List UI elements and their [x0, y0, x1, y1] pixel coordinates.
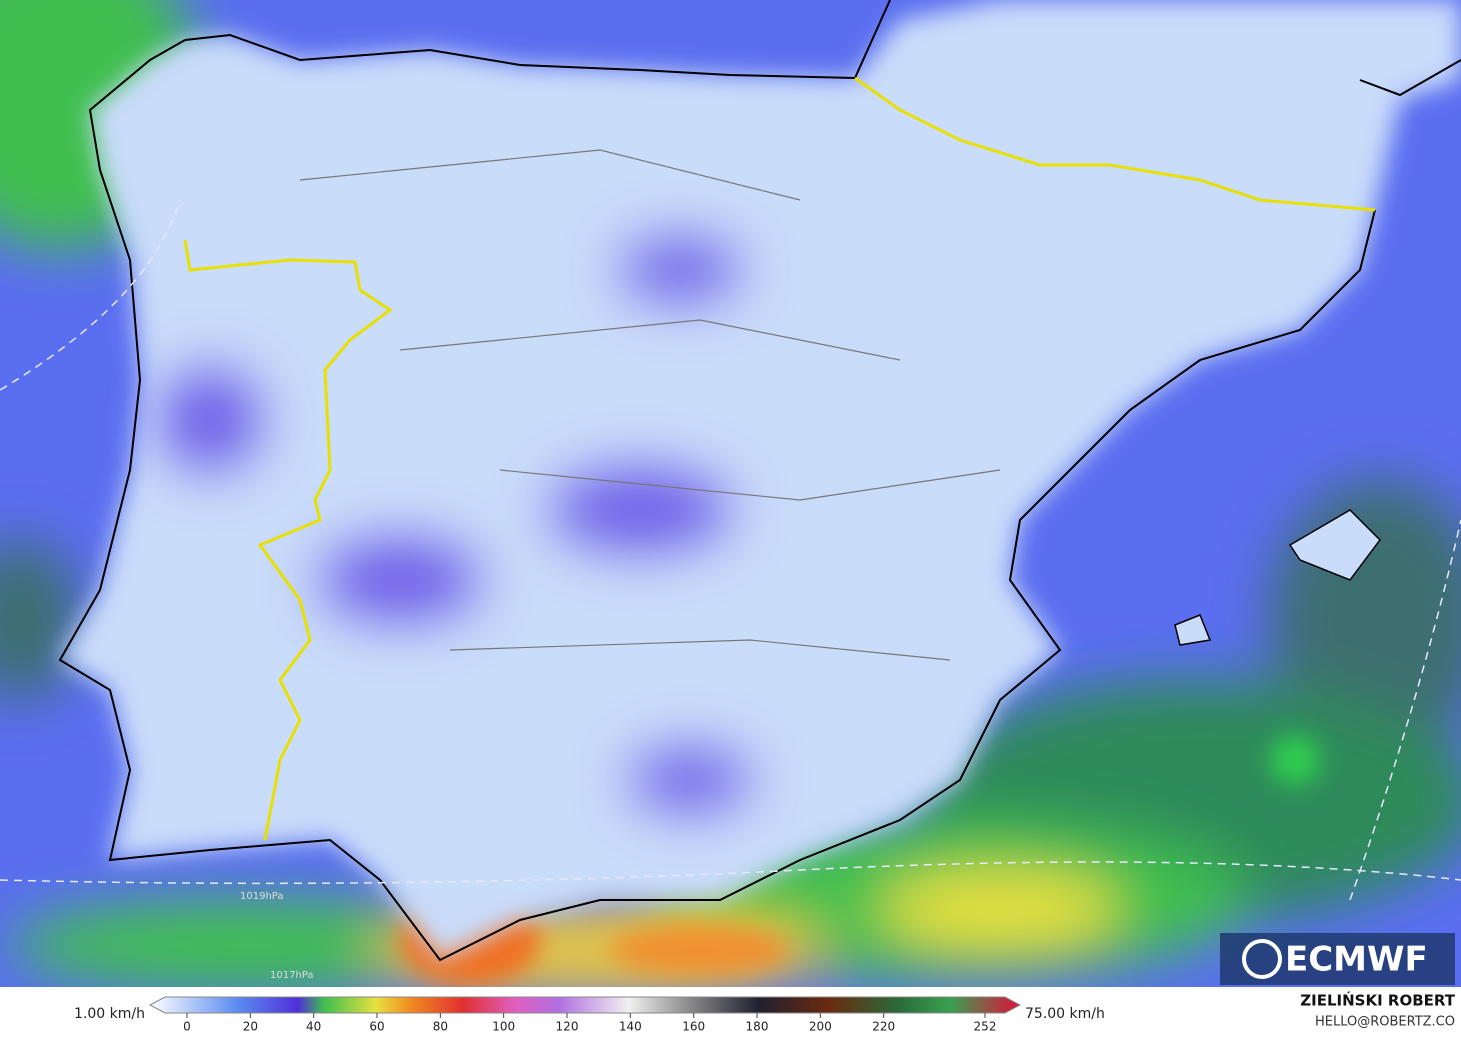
colorbar-max: 75.00 km/h — [1025, 1006, 1105, 1022]
author: ZIELIŃSKI ROBERT — [1300, 991, 1455, 1010]
colorbar-ticks: 0 20 40 60 80 100 120 140 160 180 200 220 252 — [183, 1013, 996, 1034]
colorbar-tick-label: 200 — [809, 1020, 832, 1034]
isobar-label: 1017hPa — [270, 970, 314, 981]
colorbar-tick-label: 160 — [682, 1020, 705, 1034]
colorbar-tick-label: 180 — [746, 1020, 769, 1034]
colorbar-tick-label: 140 — [619, 1020, 642, 1034]
colorbar-tick-label: 0 — [183, 1020, 191, 1034]
colorbar-tick-label: 40 — [306, 1020, 321, 1034]
colorbar-tick-label: 20 — [243, 1020, 258, 1034]
colorbar-tick-label: 60 — [369, 1020, 384, 1034]
contact: HELLO@ROBERTZ.CO — [1315, 1015, 1455, 1030]
colorbar-tick-label: 80 — [433, 1020, 448, 1034]
map-field: 1019hPa 1017hPa ECMWF — [0, 0, 1461, 987]
colorbar-tick-label: 220 — [872, 1020, 895, 1034]
colorbar-tick-label: 100 — [492, 1020, 515, 1034]
colorbar-min: 1.00 km/h — [74, 1006, 145, 1022]
logo: ECMWF — [1285, 940, 1428, 980]
colorbar-tick-label: 120 — [556, 1020, 579, 1034]
isobar-label: 1019hPa — [240, 891, 284, 902]
colorbar-tick-label: 252 — [974, 1020, 997, 1034]
colorbar — [148, 996, 1022, 1014]
